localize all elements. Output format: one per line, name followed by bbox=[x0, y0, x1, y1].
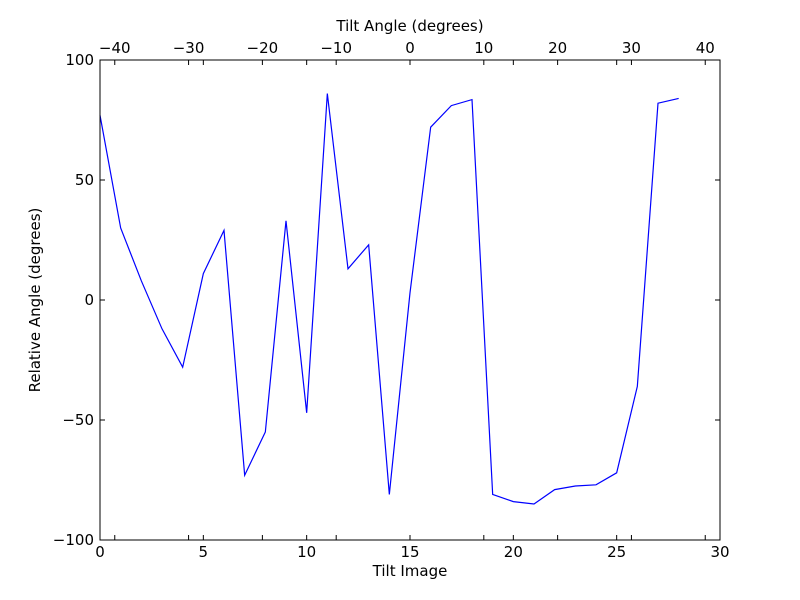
plot-frame bbox=[99, 59, 721, 541]
x-tick-label: 25 bbox=[607, 543, 626, 561]
x2-tick-label: −40 bbox=[99, 39, 131, 57]
top-axis-title: Tilt Angle (degrees) bbox=[335, 17, 483, 35]
x-tick-label: 15 bbox=[400, 543, 419, 561]
x-tick-label: 20 bbox=[504, 543, 523, 561]
x-tick-label: 10 bbox=[297, 543, 316, 561]
x2-tick-label: −20 bbox=[247, 39, 279, 57]
x-tick-label: 0 bbox=[95, 543, 105, 561]
y-axis-title: Relative Angle (degrees) bbox=[26, 208, 44, 393]
x-tick-label: 5 bbox=[199, 543, 209, 561]
y-tick-label: −50 bbox=[62, 411, 94, 429]
x2-tick-label: 10 bbox=[474, 39, 493, 57]
x2-tick-label: 30 bbox=[622, 39, 641, 57]
x-tick-label: 30 bbox=[710, 543, 729, 561]
x2-tick-label: 0 bbox=[405, 39, 415, 57]
x2-tick-label: −10 bbox=[320, 39, 352, 57]
y-tick-label: 50 bbox=[75, 171, 94, 189]
tick-labels-layer: 0 5 10 15 20 25 30−40 −30 −20 −10 0 10 20 30 40−100−50… bbox=[53, 39, 730, 561]
x2-tick-label: 20 bbox=[548, 39, 567, 57]
y-tick-label: −100 bbox=[53, 531, 94, 549]
series-line bbox=[99, 93, 679, 505]
y-tick-label: 0 bbox=[84, 291, 94, 309]
x-axis-title: Tilt Image bbox=[372, 562, 448, 580]
y-tick-label: 100 bbox=[65, 51, 94, 69]
x2-tick-label: −30 bbox=[173, 39, 205, 57]
x2-tick-label: 40 bbox=[696, 39, 715, 57]
